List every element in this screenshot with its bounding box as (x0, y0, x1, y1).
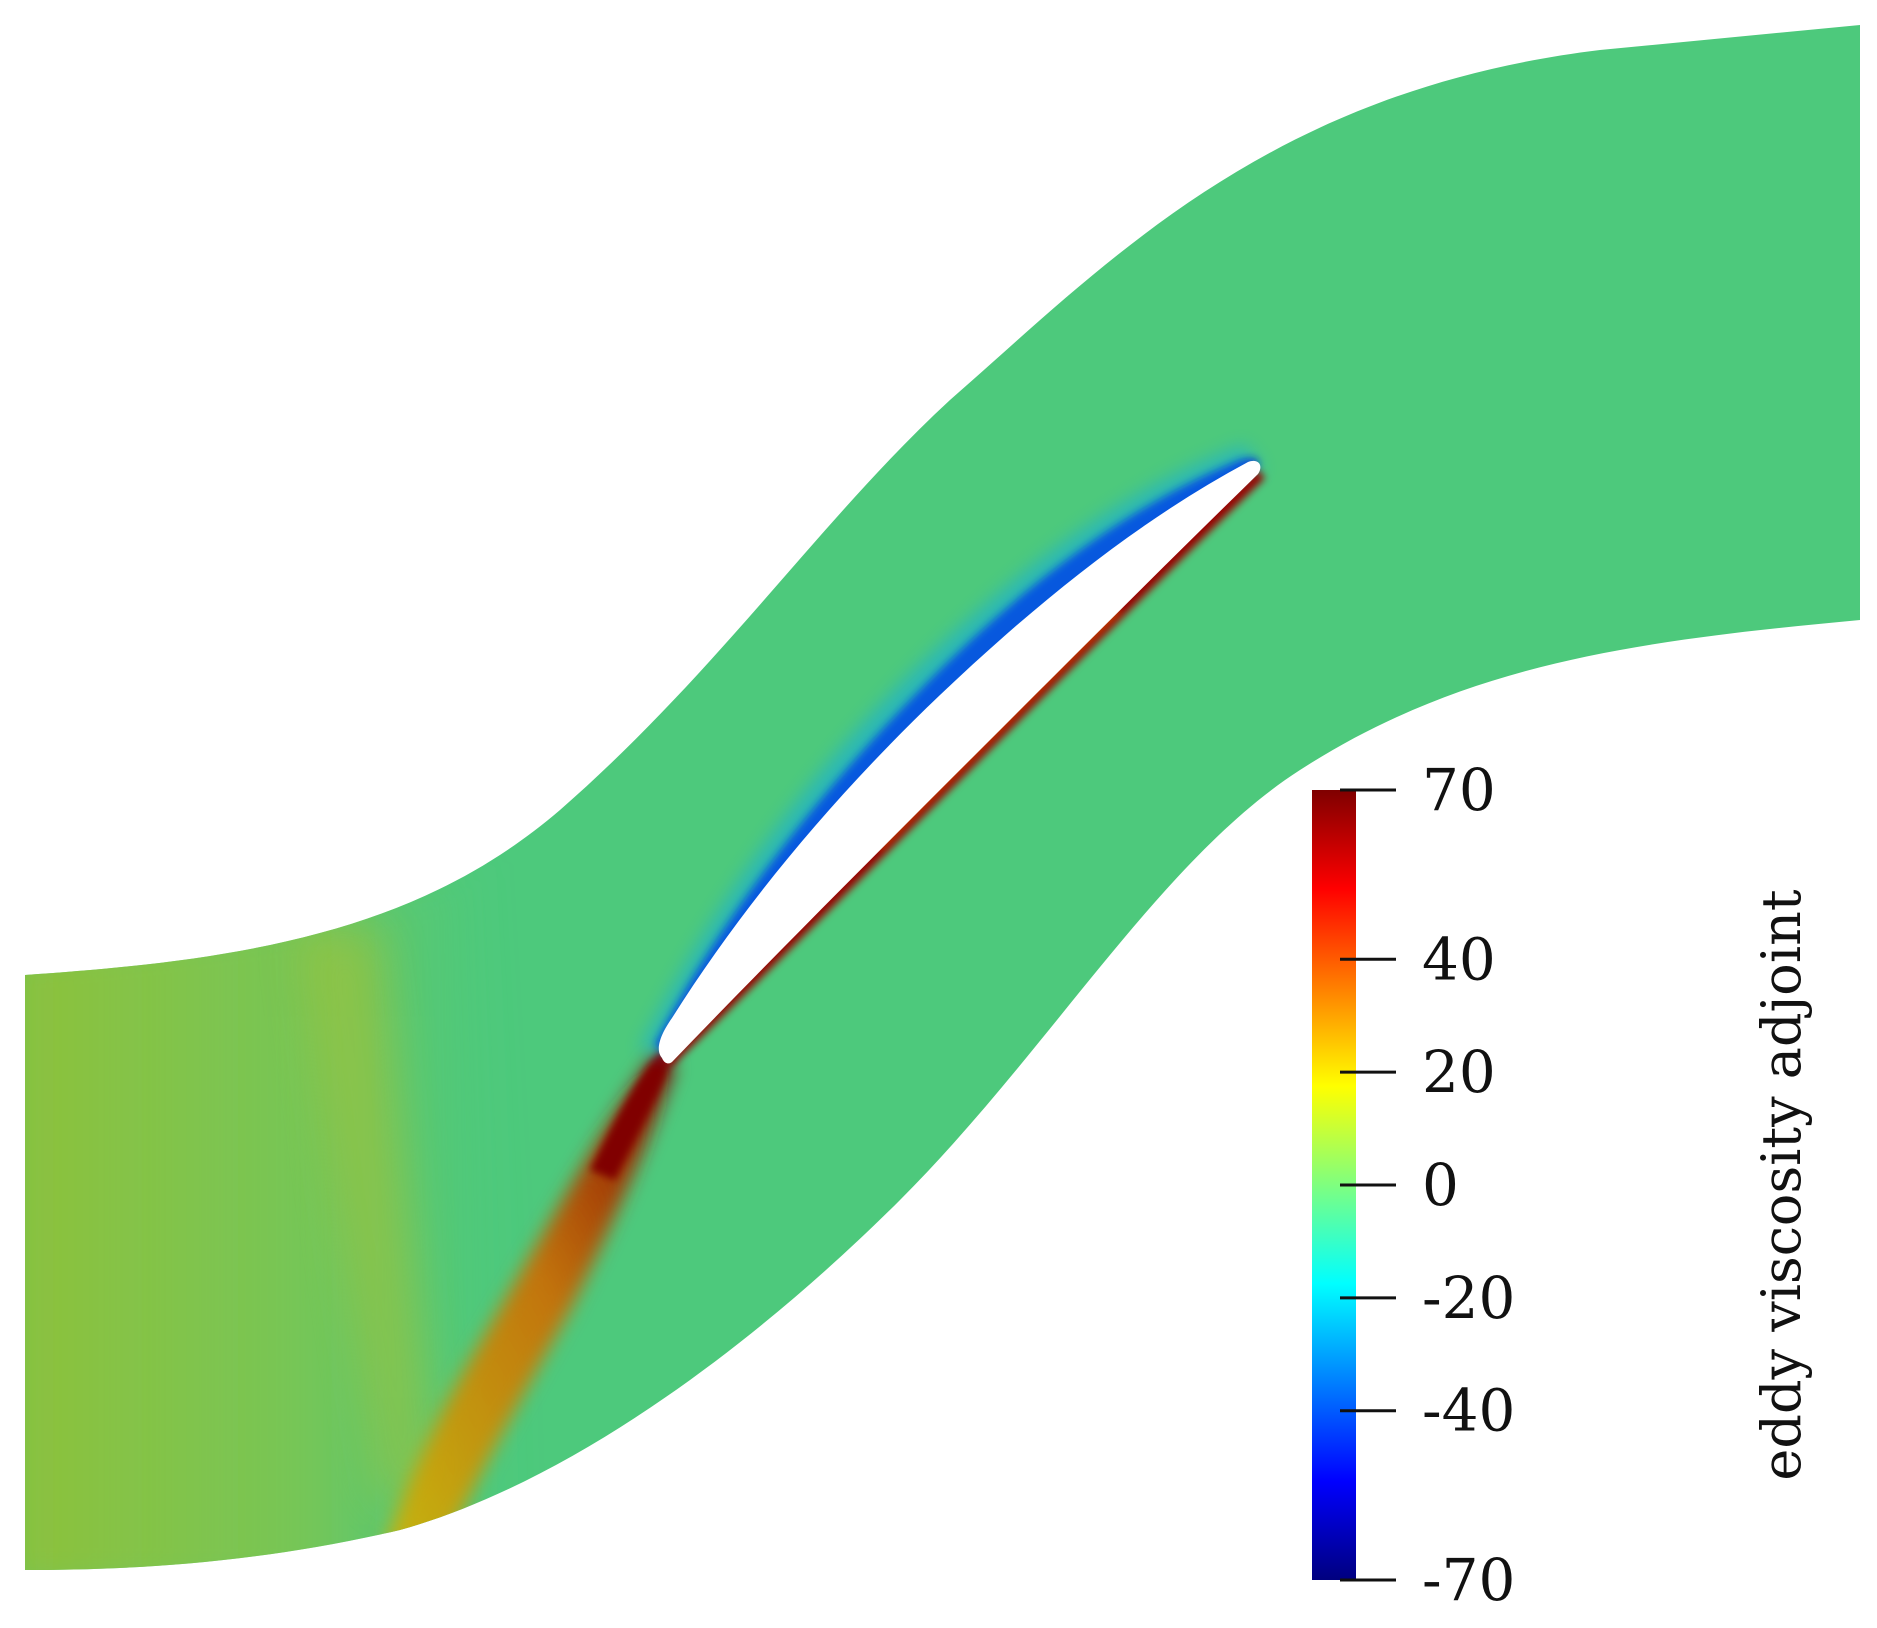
inlet-band (300, 930, 440, 1500)
wake-core (590, 1050, 672, 1180)
colorbar-tick-label: 0 (1422, 1151, 1459, 1219)
colorbar-title: eddy viscosity adjoint (1750, 889, 1813, 1480)
colorbar-tick-label: -40 (1422, 1377, 1515, 1445)
colorbar: 70 40 20 0 -20 -40 -70 eddy viscosity adjoint (1312, 756, 1813, 1614)
wake-region (380, 1055, 675, 1560)
colorbar-tick-label: -70 (1422, 1546, 1515, 1614)
colorbar-tick-label: 40 (1422, 925, 1496, 993)
colorbar-ticks: 70 40 20 0 -20 -40 -70 (1340, 756, 1515, 1614)
colorbar-tick-label: -20 (1422, 1264, 1515, 1332)
blade-airfoil (658, 460, 1261, 1064)
colorbar-tick-label: 70 (1422, 756, 1496, 824)
colorbar-tick-label: 20 (1422, 1038, 1496, 1106)
